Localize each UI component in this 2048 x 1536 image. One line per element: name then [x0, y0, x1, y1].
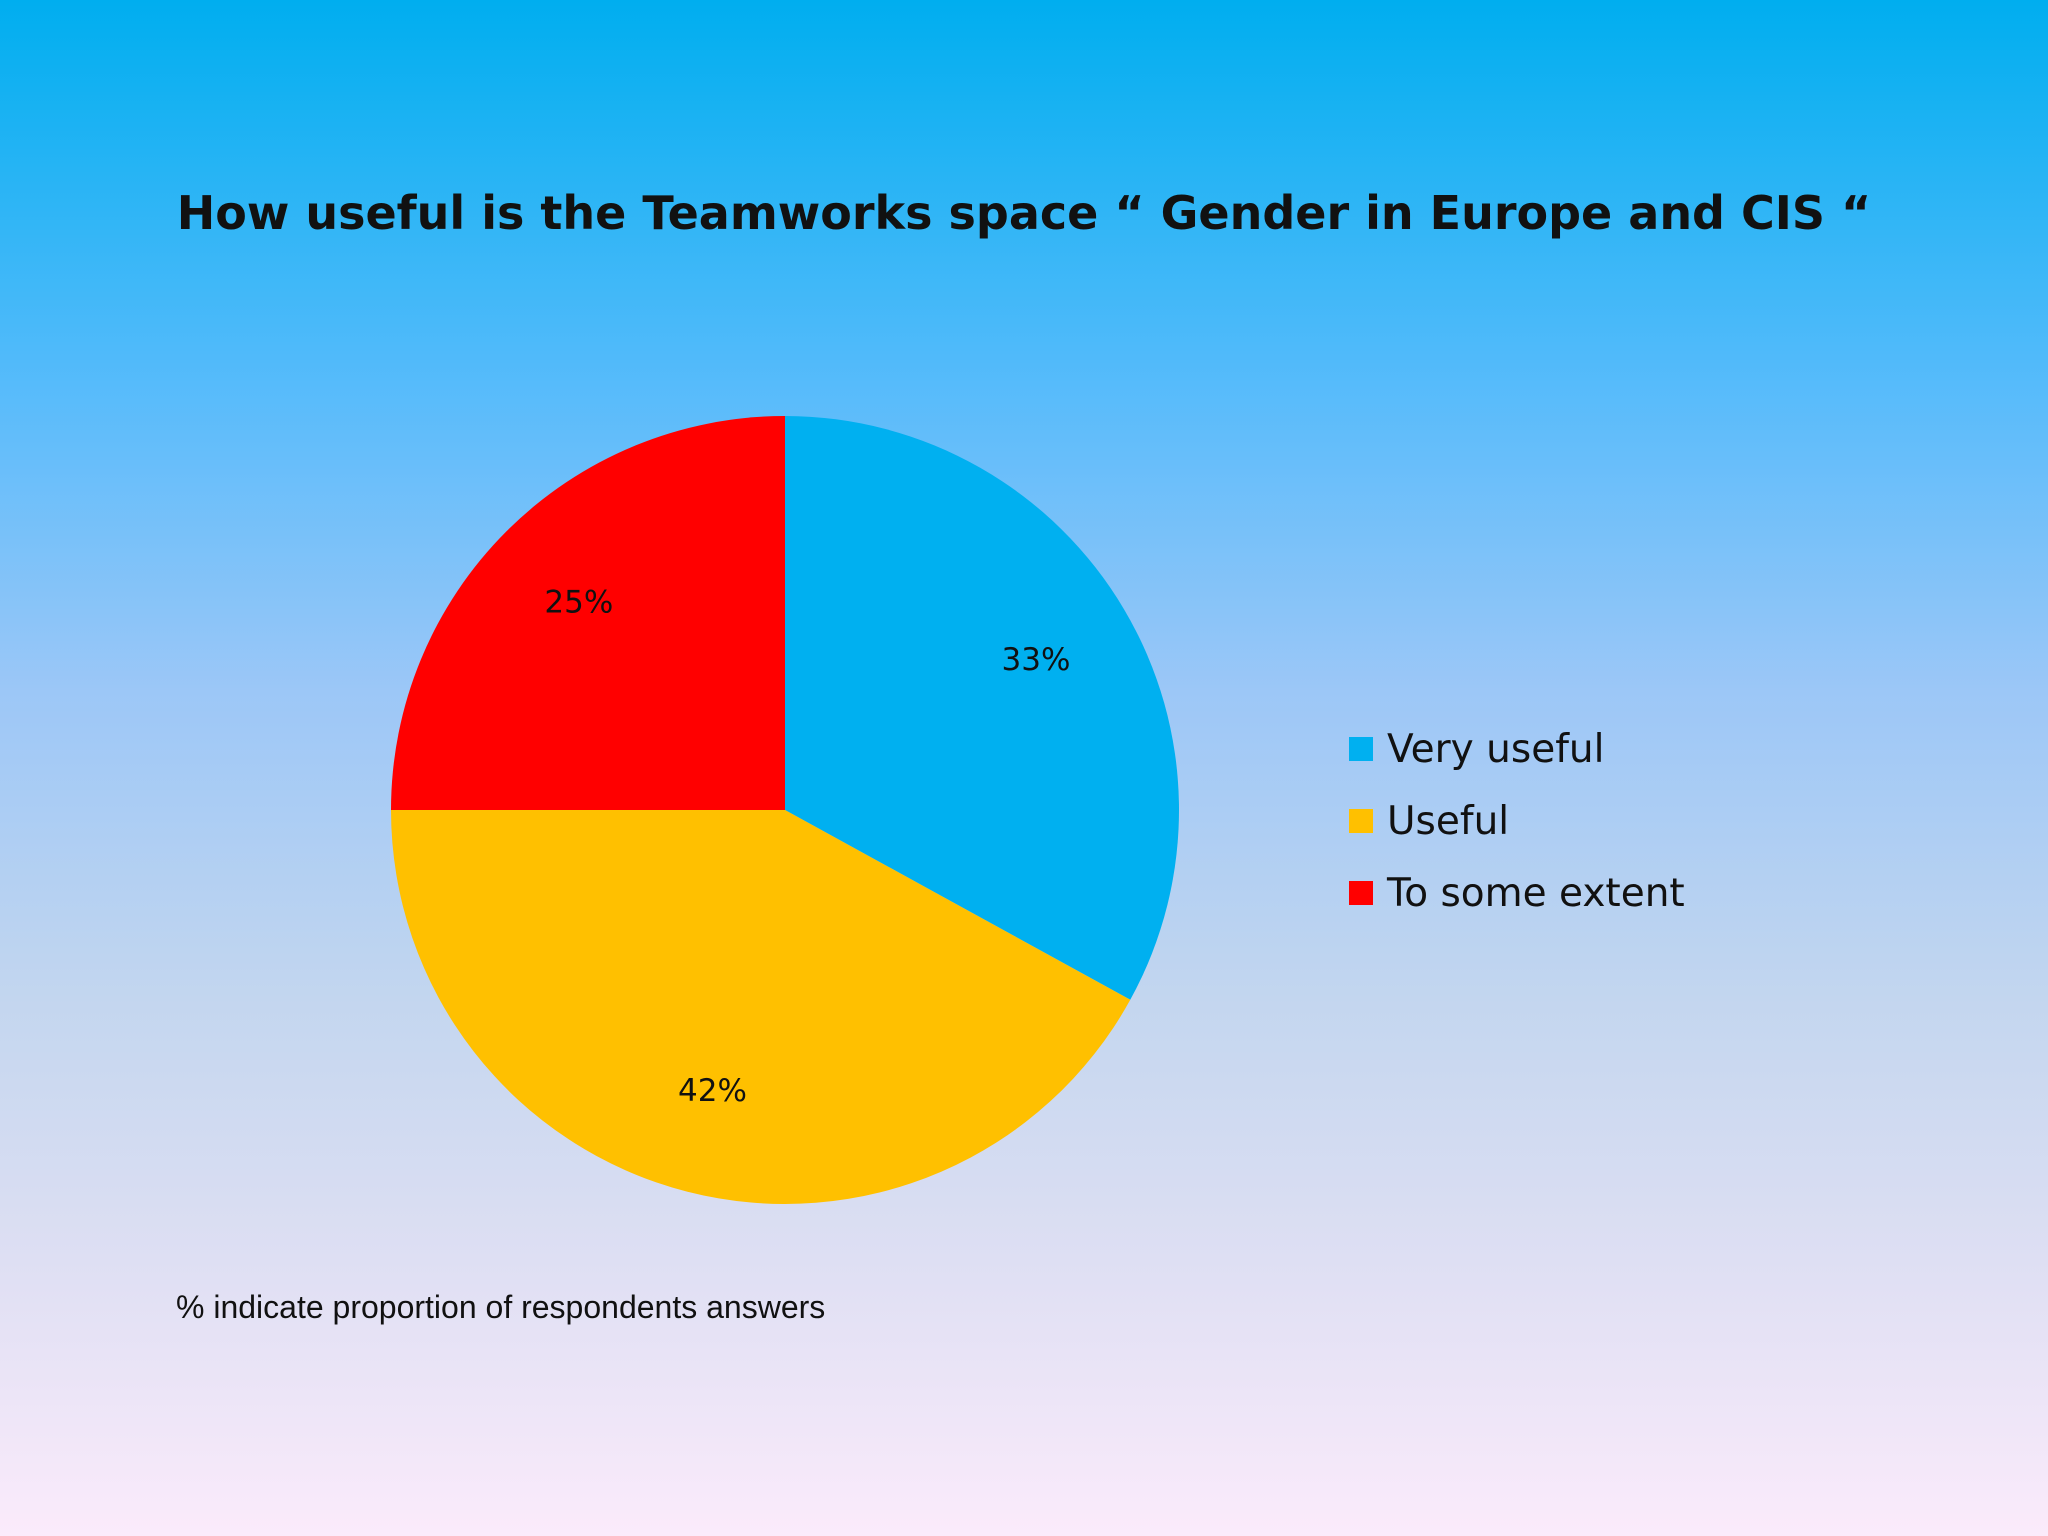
- slice-data-label: 42%: [678, 1073, 747, 1109]
- pie-slice-to-some-extent: [391, 416, 785, 810]
- footnote: % indicate proportion of respondents ans…: [176, 1289, 826, 1325]
- legend: Very useful Useful To some extent: [1349, 713, 1685, 929]
- legend-item: Very useful: [1349, 713, 1685, 785]
- legend-swatch: [1349, 881, 1373, 905]
- legend-label: Useful: [1387, 798, 1510, 844]
- chart-title: How useful is the Teamworks space “ Gend…: [176, 186, 1872, 240]
- legend-item: To some extent: [1349, 857, 1685, 929]
- legend-swatch: [1349, 809, 1373, 833]
- legend-item: Useful: [1349, 785, 1685, 857]
- slice-data-label: 25%: [544, 584, 613, 620]
- legend-swatch: [1349, 737, 1373, 761]
- slice-data-label: 33%: [1002, 642, 1071, 678]
- legend-label: Very useful: [1387, 726, 1605, 772]
- legend-label: To some extent: [1387, 870, 1685, 916]
- pie-slice-useful: [391, 810, 1131, 1204]
- pie-slice-very-useful: [785, 416, 1180, 1000]
